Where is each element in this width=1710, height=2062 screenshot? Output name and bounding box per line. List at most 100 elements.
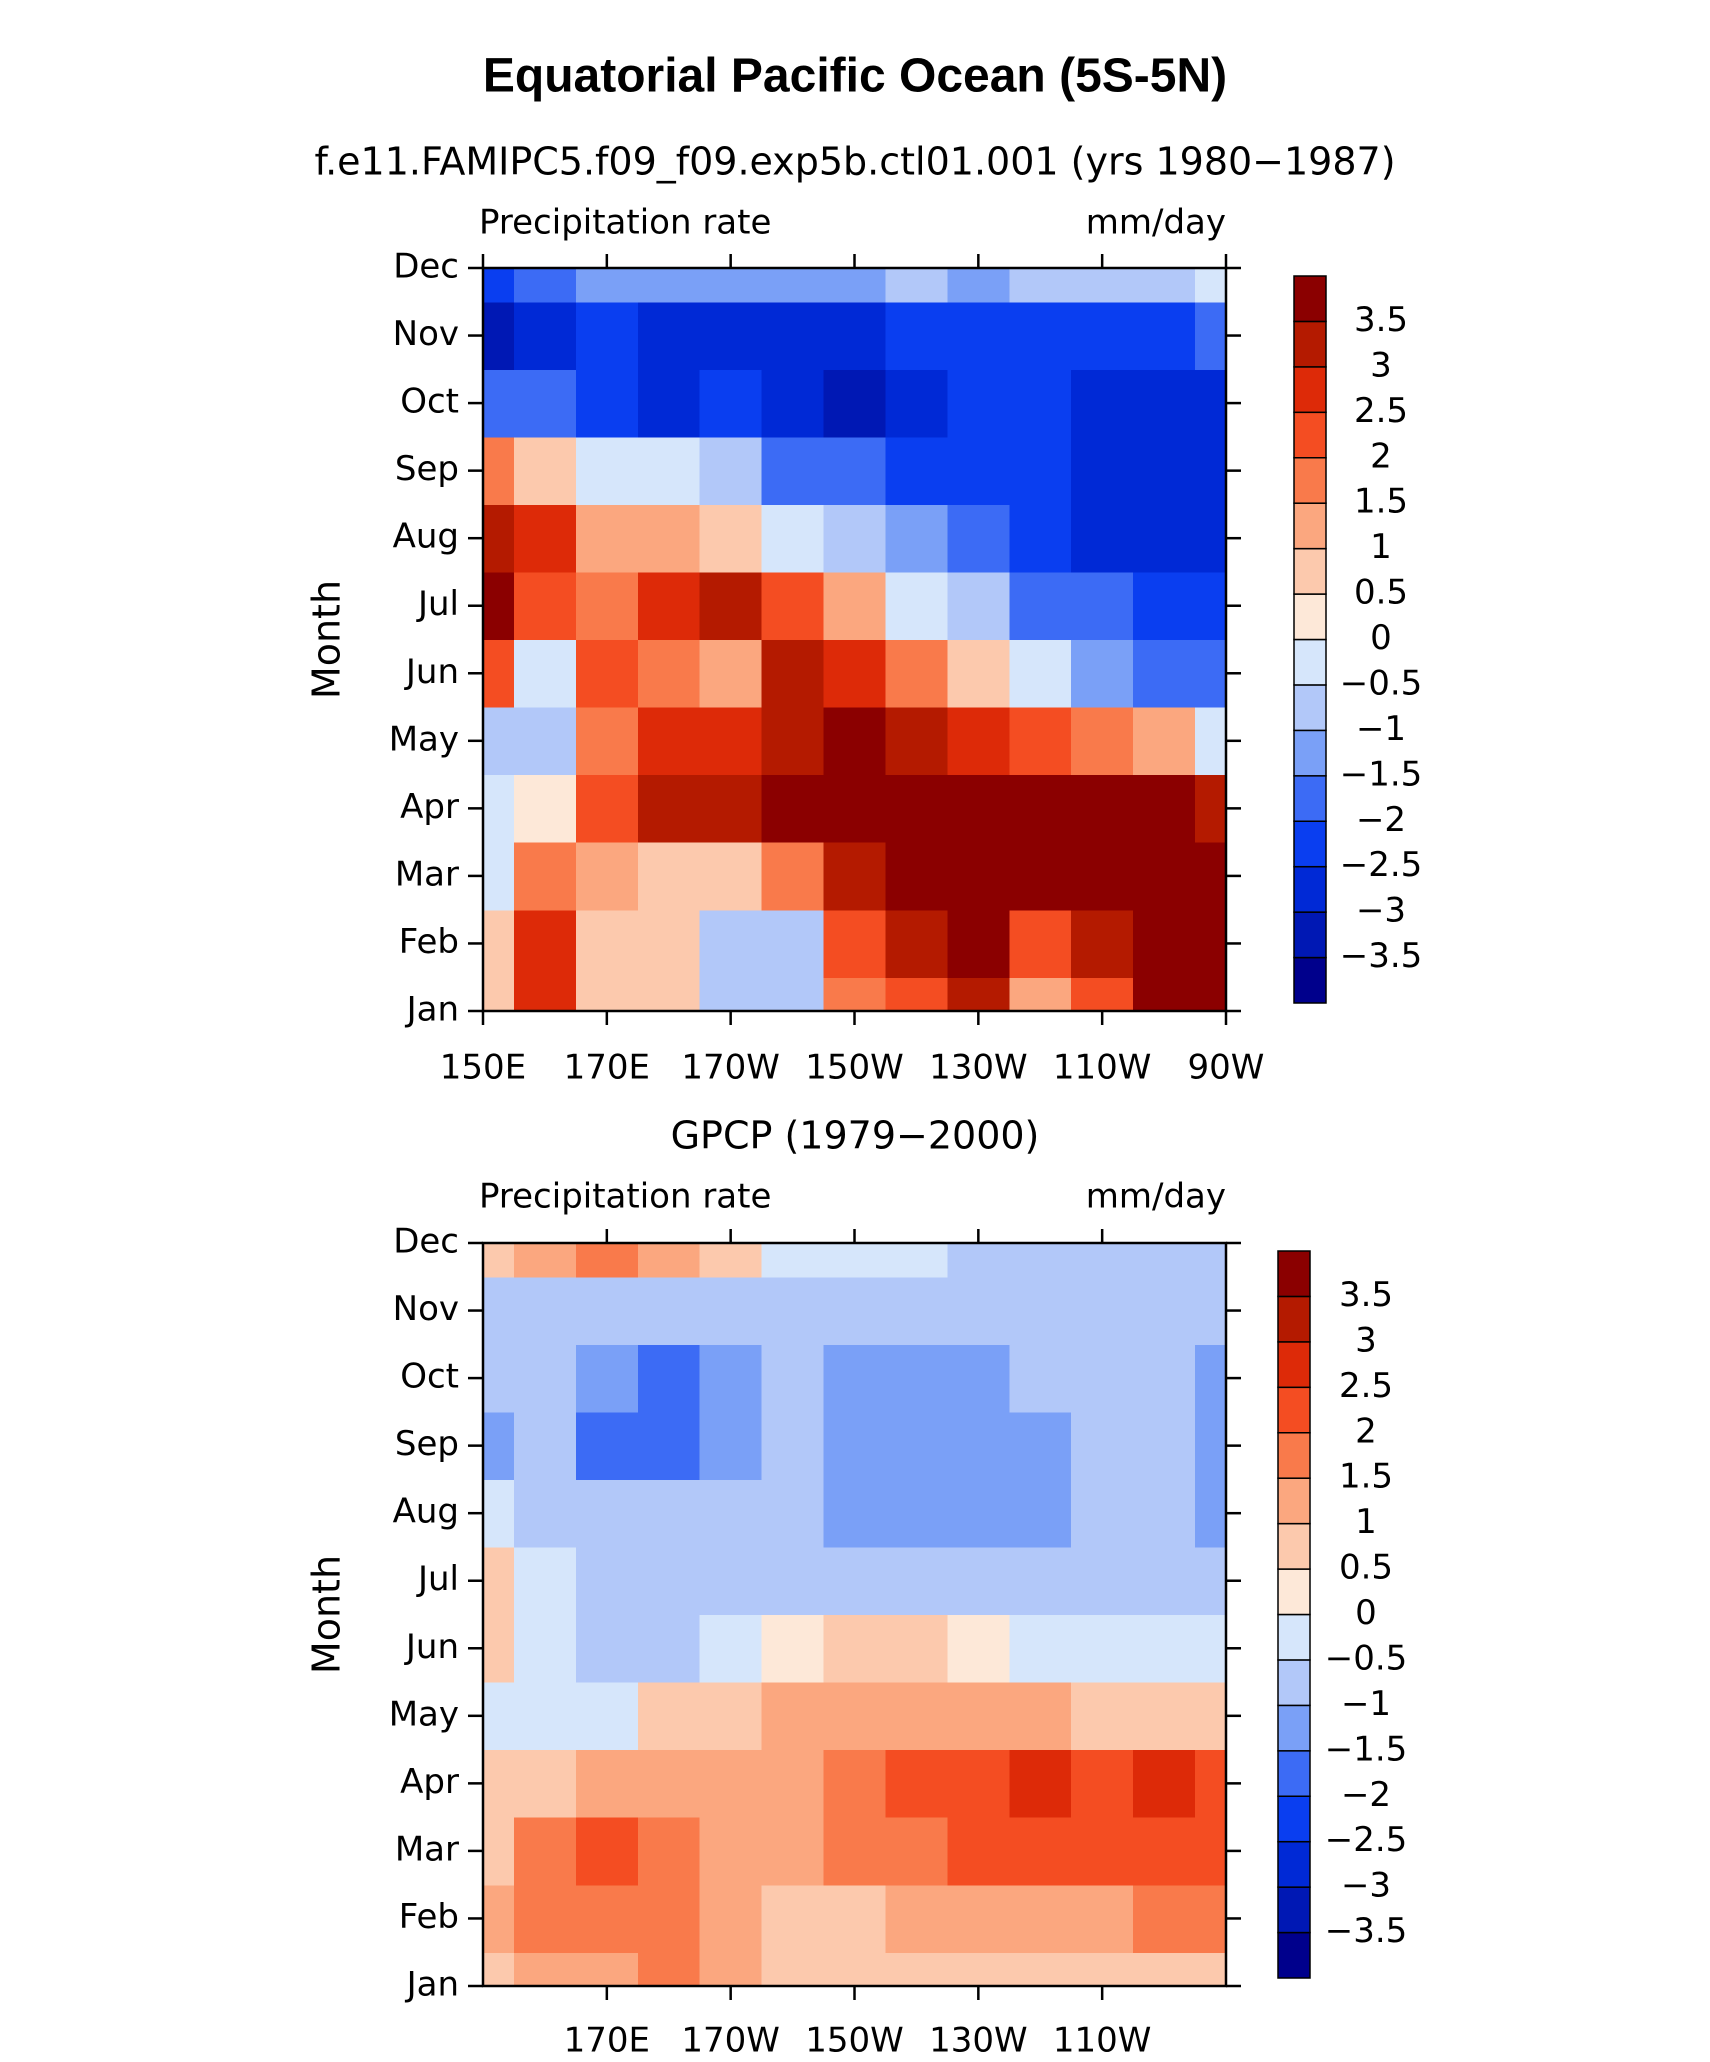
x-tick-label: 110W	[1053, 1048, 1152, 1088]
contour-cell	[1195, 1243, 1227, 1278]
contour-cell	[483, 504, 515, 573]
contour-cell	[575, 268, 639, 303]
contour-cell	[575, 1546, 639, 1616]
colorbar-box	[1293, 547, 1327, 595]
contour-cell	[575, 1952, 639, 1987]
colorbar-box	[1293, 275, 1327, 323]
contour-cell	[1195, 436, 1227, 506]
contour-cell	[1133, 1749, 1196, 1818]
colorbar-box	[1277, 1568, 1311, 1616]
contour-cell	[699, 369, 763, 438]
contour-cell	[1133, 1344, 1196, 1413]
contour-cell	[483, 1411, 515, 1481]
contour-cell	[637, 268, 701, 303]
contour-cell	[1133, 301, 1196, 370]
contour-cell	[947, 436, 1010, 506]
contour-cell	[761, 1276, 825, 1345]
colorbar-box	[1277, 1522, 1311, 1570]
contour-cell	[513, 1276, 577, 1345]
contour-cell	[513, 1344, 577, 1413]
y-tick-label: Apr	[400, 787, 459, 827]
y-tick-label: Feb	[399, 1897, 459, 1937]
contour-cell	[699, 1276, 763, 1345]
y-tick-label: Jul	[416, 584, 459, 624]
contour-cell	[1071, 301, 1134, 370]
contour-cell	[823, 707, 887, 776]
contour-cell	[885, 1952, 948, 1987]
contour-cell	[1195, 639, 1227, 708]
contour-cell	[483, 301, 515, 370]
contour-cell	[513, 436, 577, 506]
contour-cell	[761, 707, 825, 776]
contour-cell	[1071, 1546, 1134, 1616]
contour-cell	[1133, 1546, 1196, 1616]
colorbar-box	[1277, 1295, 1311, 1343]
contour-cell	[575, 774, 639, 843]
contour-cell	[575, 1411, 639, 1481]
x-tick-label: 170E	[564, 1048, 650, 1088]
contour-cell	[823, 1749, 887, 1818]
contour-cell	[1071, 1614, 1134, 1683]
contour-cell	[1009, 1546, 1072, 1616]
contour-cell	[513, 707, 577, 776]
contour-cell	[947, 1243, 1010, 1278]
contour-cell	[575, 1479, 639, 1548]
colorbar-label: 2.5	[1354, 391, 1408, 431]
contour-cell	[947, 1344, 1010, 1413]
contour-cell	[1009, 909, 1072, 978]
contour-cell	[1071, 1243, 1134, 1278]
contour-cell	[483, 774, 515, 843]
contour-cell	[637, 1614, 701, 1683]
contour-cell	[1071, 1411, 1134, 1481]
contour-cell	[575, 1817, 639, 1886]
contour-cell	[1071, 268, 1134, 303]
contour-cell	[1195, 977, 1227, 1012]
contour-cell	[885, 774, 948, 843]
contour-cell	[699, 504, 763, 573]
contour-cell	[575, 707, 639, 776]
contour-cell	[1071, 707, 1134, 776]
contour-cell	[1009, 504, 1072, 573]
contour-cell	[513, 639, 577, 708]
contour-cell	[699, 1344, 763, 1413]
colorbar-box	[1277, 1432, 1311, 1479]
y-tick-label: May	[389, 719, 459, 759]
contour-cell	[699, 1884, 763, 1953]
contour-cell	[1133, 1952, 1196, 1987]
colorbar-label: −3.5	[1340, 936, 1423, 976]
contour-cell	[1071, 369, 1134, 438]
contour-cell	[947, 268, 1010, 303]
contour-cell	[823, 1952, 887, 1987]
contour-cell	[761, 1614, 825, 1683]
contour-cell	[1009, 1682, 1072, 1751]
colorbar-label: 2	[1370, 436, 1392, 476]
right-label: mm/day	[1086, 1177, 1226, 1217]
contour-cell	[1195, 1884, 1227, 1953]
contour-cell	[885, 1411, 948, 1481]
contour-cell	[761, 1344, 825, 1413]
colorbar-label: −3	[1341, 1866, 1391, 1906]
contour-cell	[1195, 1749, 1227, 1818]
contour-cell	[823, 268, 887, 303]
colorbar-box	[1277, 1341, 1311, 1389]
colorbar-label: 1.5	[1354, 482, 1408, 522]
contour-cell	[1071, 977, 1134, 1012]
contour-cell	[637, 1884, 701, 1953]
contour-cell	[1195, 571, 1227, 641]
contour-cell	[1133, 1276, 1196, 1345]
contour-cell	[575, 1614, 639, 1683]
contour-cell	[885, 707, 948, 776]
contour-cell	[761, 639, 825, 708]
contour-cell	[483, 639, 515, 708]
contour-cell	[1195, 1614, 1227, 1683]
contour-cell	[885, 1546, 948, 1616]
contour-cell	[513, 1884, 577, 1953]
contour-cell	[637, 1546, 701, 1616]
contour-cell	[513, 1817, 577, 1886]
contour-cell	[1133, 1682, 1196, 1751]
contour-cell	[885, 842, 948, 911]
contour-cell	[513, 774, 577, 843]
colorbar-label: −2.5	[1340, 845, 1423, 885]
contour-cell	[699, 1546, 763, 1616]
contour-cell	[1133, 909, 1196, 978]
